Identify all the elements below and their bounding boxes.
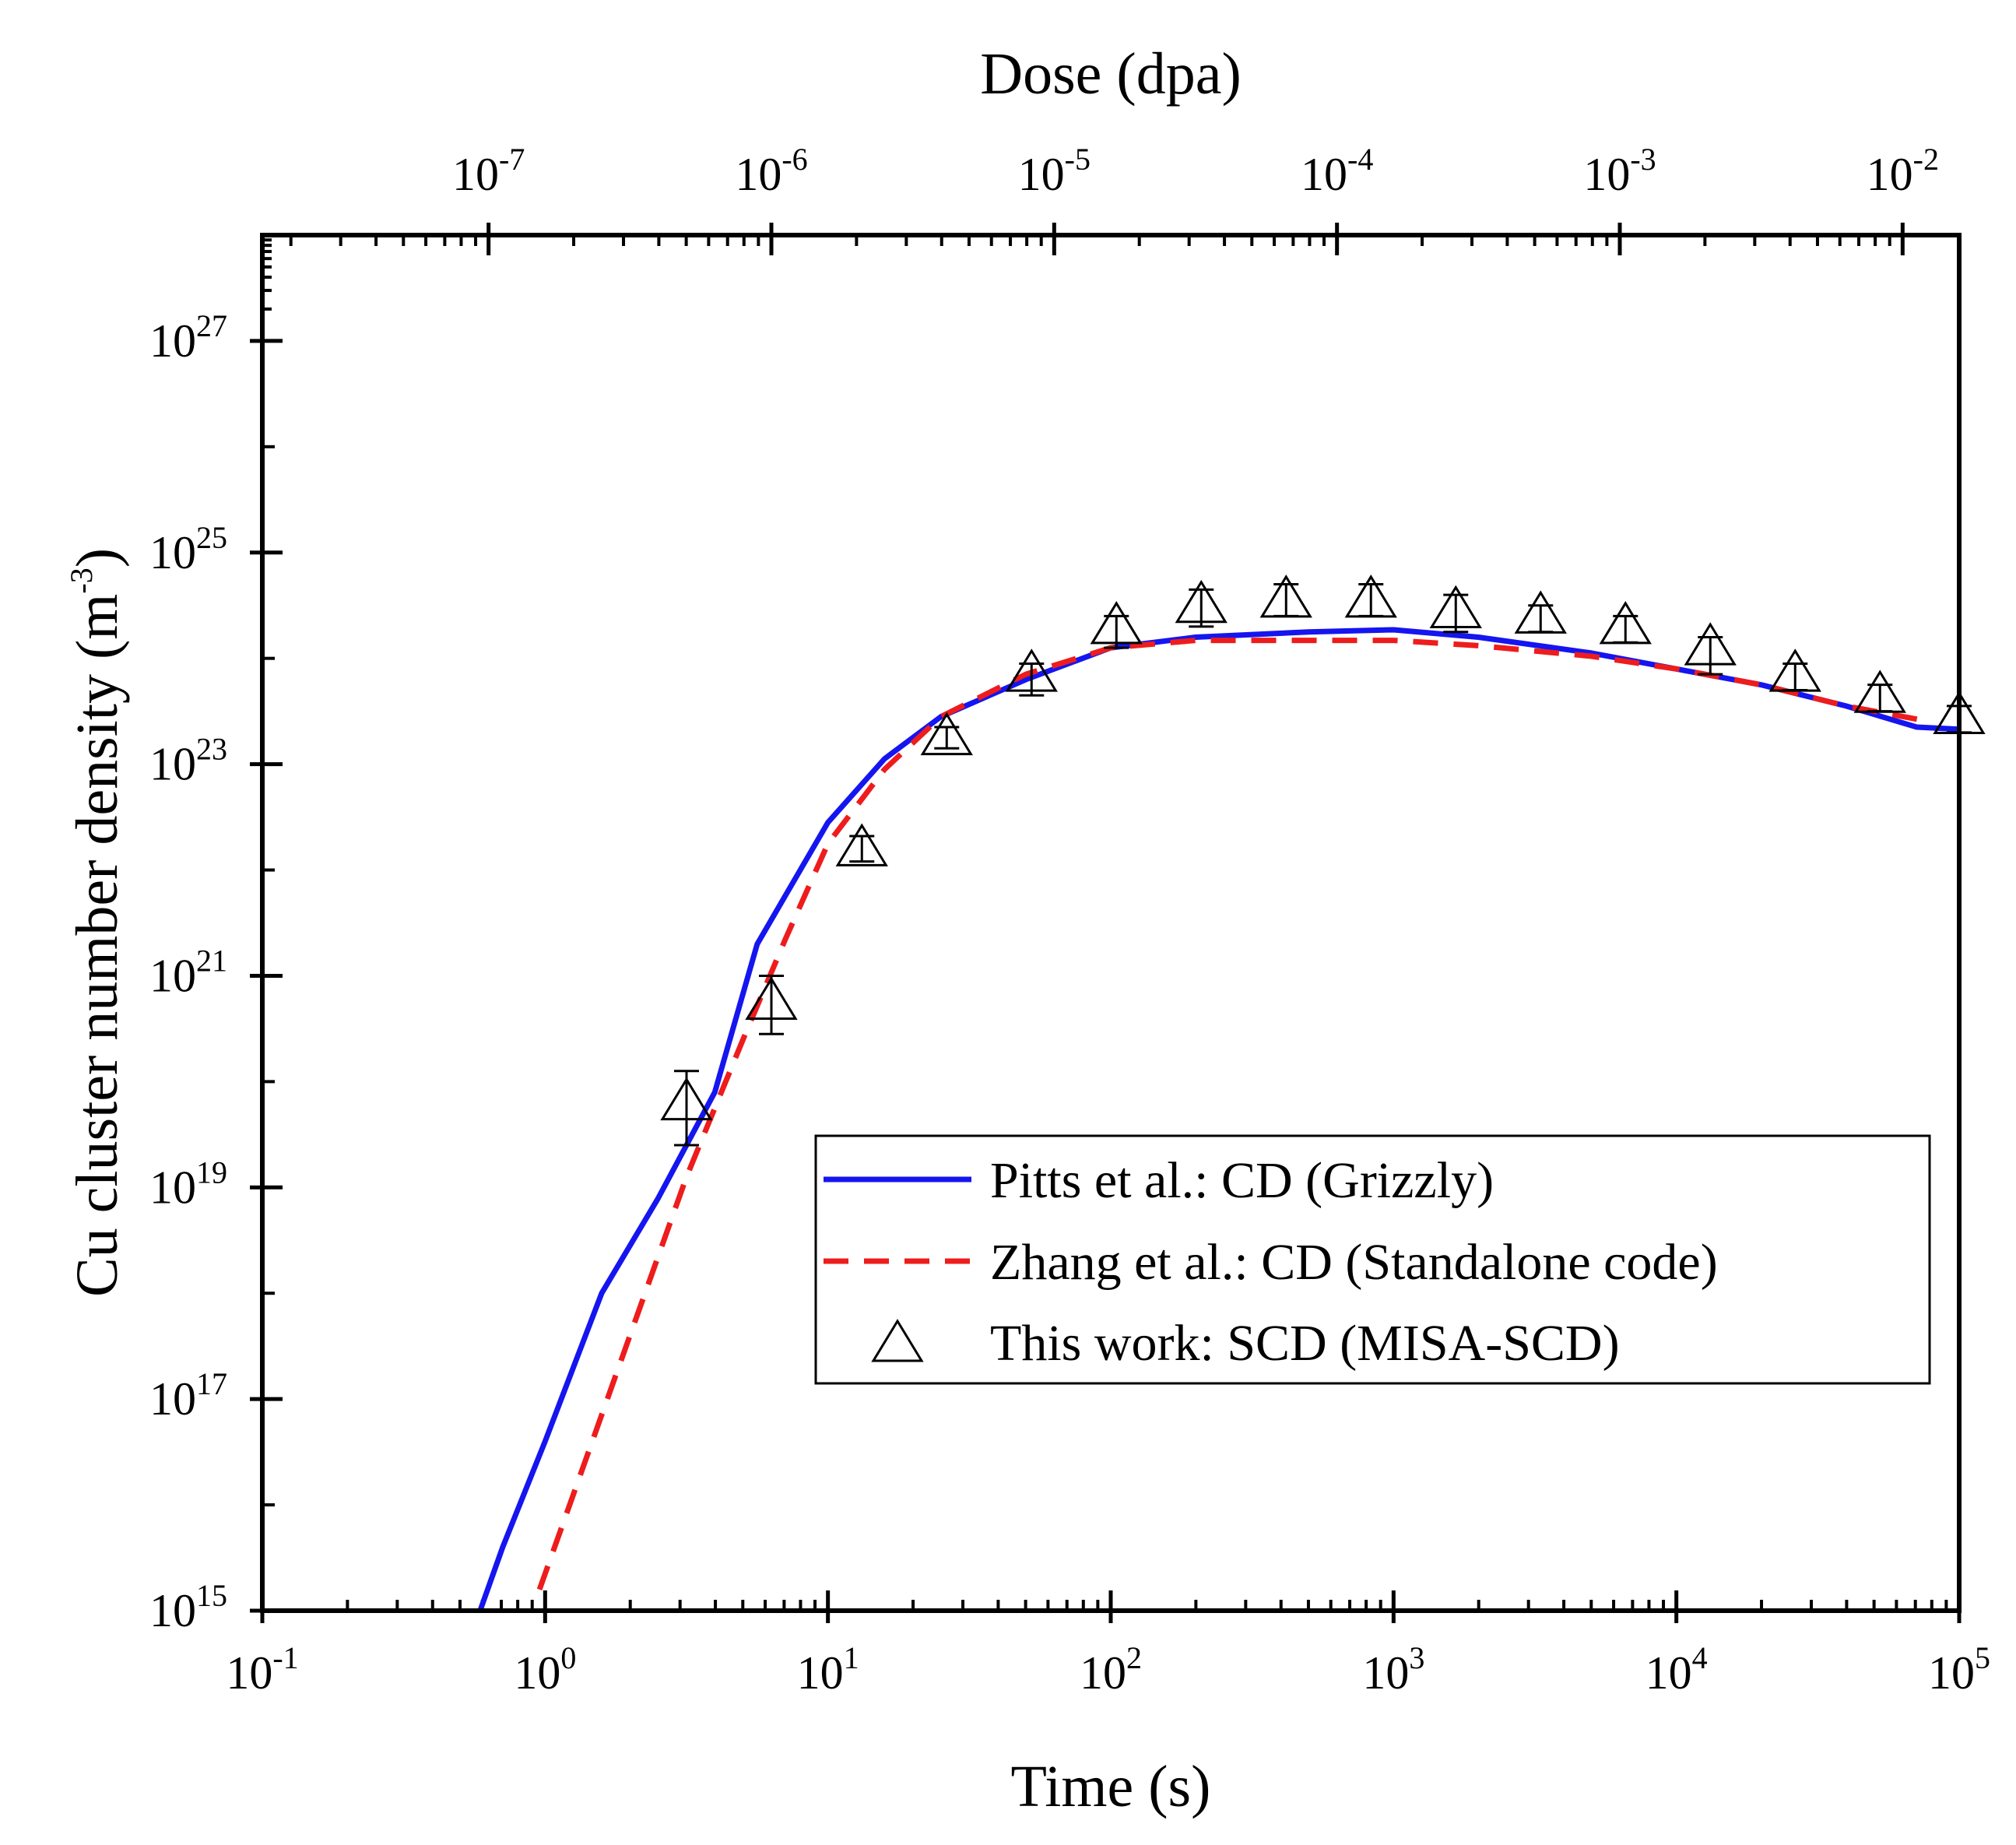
- scd-marker: [1090, 601, 1143, 645]
- x-tick-label-exponent: 0: [560, 1640, 576, 1675]
- y-axis-title: Cu cluster number density (m-3): [64, 548, 130, 1297]
- x-tick-label-exponent: -1: [272, 1640, 298, 1675]
- y-tick-label: 1023: [149, 732, 227, 790]
- y-tick-label-exponent: 27: [196, 308, 227, 343]
- x2-tick-label: 10-4: [1301, 142, 1373, 200]
- scd-marker: [1853, 669, 1906, 713]
- x2-tick-label-exponent: -3: [1630, 142, 1656, 177]
- scd-marker: [1514, 590, 1567, 634]
- x-tick-label: 100: [514, 1640, 576, 1699]
- y-tick-label: 1015: [149, 1578, 227, 1636]
- x2-tick-label-base: 10: [1867, 149, 1913, 200]
- y-axis-title-close: ): [65, 548, 130, 568]
- y-axis-title-exponent: -3: [64, 568, 99, 593]
- x2-tick-label-exponent: -4: [1347, 142, 1373, 177]
- major-ticks: [250, 223, 1962, 1623]
- x2-tick-label-exponent: -5: [1065, 142, 1091, 177]
- x-tick-label-base: 10: [797, 1647, 844, 1699]
- x2-tick-label: 10-6: [735, 142, 807, 200]
- legend-box: [814, 1134, 1931, 1385]
- y-tick-label-exponent: 19: [196, 1154, 227, 1190]
- x-tick-label-base: 10: [1362, 1647, 1409, 1699]
- legend-label-scd: This work: SCD (MISA-SCD): [990, 1315, 1620, 1372]
- x-tick-label-exponent: 1: [844, 1640, 859, 1675]
- x2-tick-label: 10-7: [452, 142, 525, 200]
- y-tick-label-base: 10: [149, 1585, 196, 1636]
- y-tick-label-base: 10: [149, 1373, 196, 1425]
- x-tick-label: 104: [1645, 1640, 1708, 1699]
- y-tick-label: 1017: [149, 1366, 227, 1425]
- x2-tick-label-base: 10: [1018, 149, 1065, 200]
- y-axis-title-base: Cu cluster number density (m: [65, 594, 130, 1297]
- x-tick-label-base: 10: [226, 1647, 272, 1699]
- y-tick-label: 1021: [149, 943, 227, 1001]
- x-tick-label-exponent: 5: [1975, 1640, 1990, 1675]
- x2-tick-label-exponent: -7: [499, 142, 525, 177]
- y-tick-label-exponent: 25: [196, 520, 227, 555]
- x-tick-label-exponent: 2: [1126, 1640, 1142, 1675]
- x2-tick-label-exponent: -6: [781, 142, 807, 177]
- legend-label-zhang: Zhang et al.: CD (Standalone code): [990, 1234, 1718, 1291]
- x-tick-label-base: 10: [1080, 1647, 1126, 1699]
- legend: Pitts et al.: CD (Grizzly) Zhang et al.:…: [814, 1134, 1931, 1385]
- scd-marker: [1344, 575, 1397, 618]
- legend-label-pitts: Pitts et al.: CD (Grizzly): [990, 1152, 1494, 1209]
- scd-marker: [1684, 622, 1737, 666]
- x2-tick-label: 10-3: [1583, 142, 1656, 200]
- y-tick-label-exponent: 15: [196, 1578, 227, 1613]
- y-tick-label: 1027: [149, 308, 227, 367]
- y-tick-label-base: 10: [149, 739, 196, 790]
- x-tick-label-base: 10: [1645, 1647, 1692, 1699]
- series-layer: [477, 627, 1960, 1612]
- x-tick-labels: 10-1 100 101 102 103 104 105: [226, 1640, 1990, 1699]
- y-tick-label-exponent: 21: [196, 943, 227, 978]
- scd-marker-layer: [660, 575, 1986, 1147]
- y-tick-label: 1025: [149, 520, 227, 578]
- x-tick-label: 102: [1080, 1640, 1142, 1699]
- y-tick-label: 1019: [149, 1154, 227, 1213]
- x2-tick-label-exponent: -2: [1913, 142, 1939, 177]
- y-tick-label-base: 10: [149, 950, 196, 1001]
- legend-swatch-scd: [871, 1319, 924, 1362]
- scd-marker: [1429, 585, 1482, 629]
- x2-tick-label-base: 10: [735, 149, 781, 200]
- y-tick-label-base: 10: [149, 527, 196, 578]
- y-tick-label-base: 10: [149, 1161, 196, 1213]
- x2-tick-label-base: 10: [452, 149, 499, 200]
- x2-axis-title: Dose (dpa): [980, 41, 1242, 107]
- y-tick-label-base: 10: [149, 315, 196, 367]
- minor-ticks: [262, 235, 1948, 1611]
- x-axis-title: Time (s): [1011, 1754, 1211, 1819]
- x-tick-label: 10-1: [226, 1640, 298, 1699]
- x-tick-label: 105: [1928, 1640, 1990, 1699]
- x2-tick-label: 10-5: [1018, 142, 1091, 200]
- scd-marker: [835, 823, 888, 866]
- scd-marker: [745, 976, 798, 1020]
- y-tick-label-exponent: 23: [196, 732, 227, 767]
- scd-marker: [660, 1077, 713, 1121]
- scd-marker: [1005, 648, 1058, 692]
- x2-tick-label-base: 10: [1301, 149, 1347, 200]
- x-tick-label-base: 10: [1928, 1647, 1975, 1699]
- scd-marker: [1259, 575, 1312, 618]
- x-tick-label: 101: [797, 1640, 859, 1699]
- scd-marker: [1768, 648, 1821, 692]
- plot-frame: [260, 233, 1962, 1613]
- y-tick-label-exponent: 17: [196, 1366, 227, 1401]
- x-tick-label-exponent: 3: [1409, 1640, 1424, 1675]
- scd-marker: [1599, 601, 1652, 645]
- x2-tick-label-base: 10: [1583, 149, 1630, 200]
- series-line-zhang: [536, 638, 1932, 1590]
- x2-tick-label: 10-2: [1867, 142, 1939, 200]
- x-tick-label-exponent: 4: [1692, 1640, 1708, 1675]
- scd-marker: [920, 712, 973, 756]
- x2-tick-labels: 10-7 10-6 10-5 10-4 10-3 10-2: [452, 142, 1939, 200]
- x-tick-label: 103: [1362, 1640, 1424, 1699]
- x-tick-label-base: 10: [514, 1647, 560, 1699]
- scd-marker: [1175, 579, 1228, 624]
